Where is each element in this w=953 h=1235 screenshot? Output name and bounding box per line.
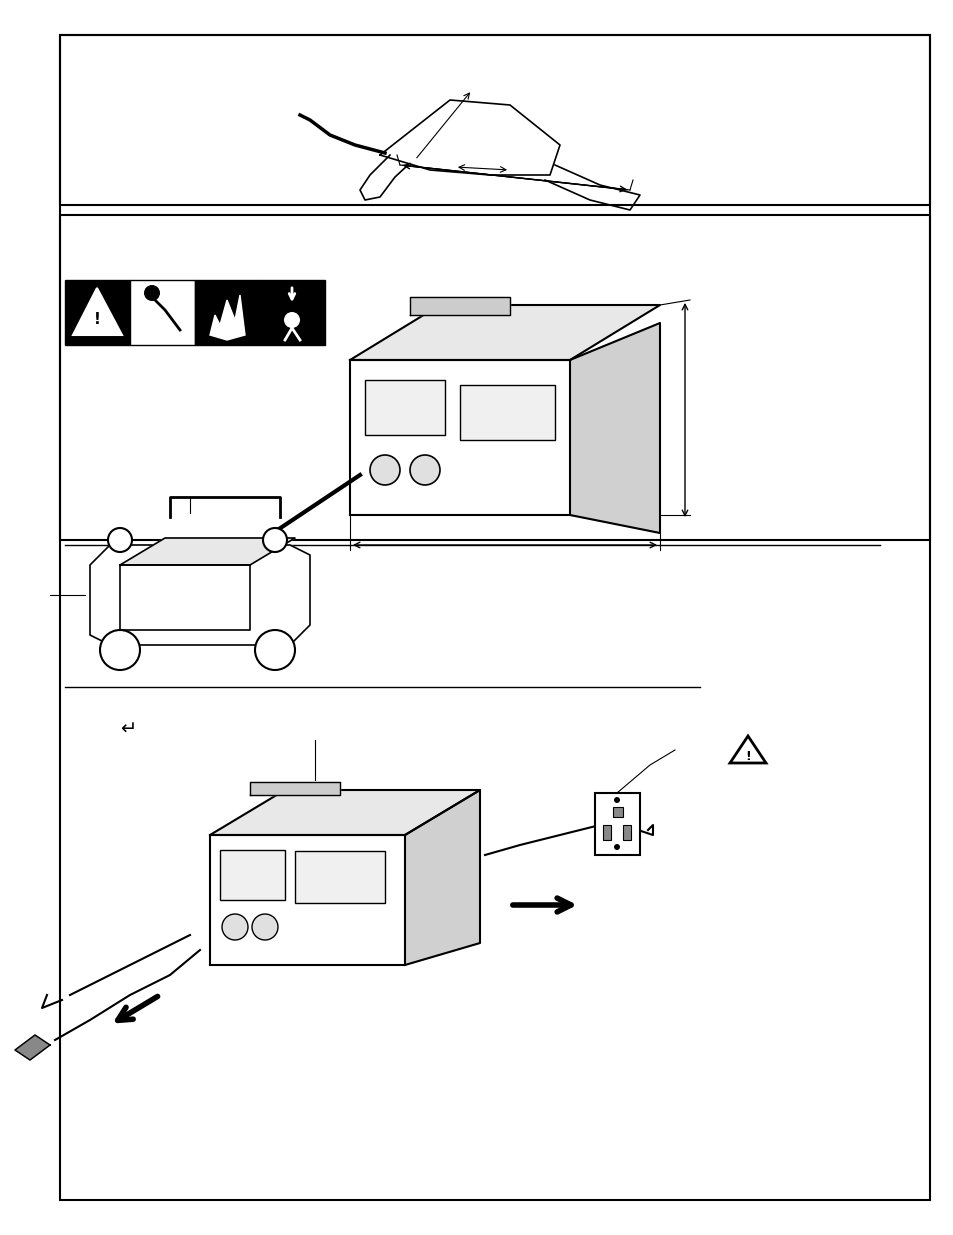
Circle shape [144,285,160,301]
Circle shape [108,529,132,552]
Circle shape [370,454,399,485]
Bar [613,806,622,818]
Circle shape [614,844,619,850]
Bar [459,385,555,440]
Bar [260,280,325,345]
Bar [595,793,639,855]
Polygon shape [350,359,569,515]
Polygon shape [569,324,659,534]
Bar [365,380,444,435]
Bar [65,280,130,345]
Bar [130,280,194,345]
Bar [220,850,285,900]
Polygon shape [210,295,245,340]
Polygon shape [250,782,339,795]
Circle shape [263,529,287,552]
Bar [294,851,385,903]
Bar [60,215,929,540]
Circle shape [410,454,439,485]
Circle shape [252,914,277,940]
Text: !: ! [744,750,750,762]
Polygon shape [90,545,310,645]
Bar [622,825,630,840]
Text: ↵: ↵ [120,720,136,739]
Bar [602,825,610,840]
Text: !: ! [93,312,100,327]
Polygon shape [210,790,479,835]
Polygon shape [210,835,405,965]
Circle shape [254,630,294,671]
Polygon shape [410,296,510,315]
Polygon shape [120,538,294,564]
Circle shape [284,312,299,329]
Polygon shape [350,305,659,359]
Circle shape [100,630,140,671]
Polygon shape [15,1035,50,1060]
Polygon shape [120,564,250,630]
Circle shape [222,914,248,940]
Circle shape [614,797,619,803]
Bar [60,35,929,205]
Polygon shape [73,288,122,335]
Polygon shape [379,100,559,175]
Bar [194,280,260,345]
Polygon shape [405,790,479,965]
